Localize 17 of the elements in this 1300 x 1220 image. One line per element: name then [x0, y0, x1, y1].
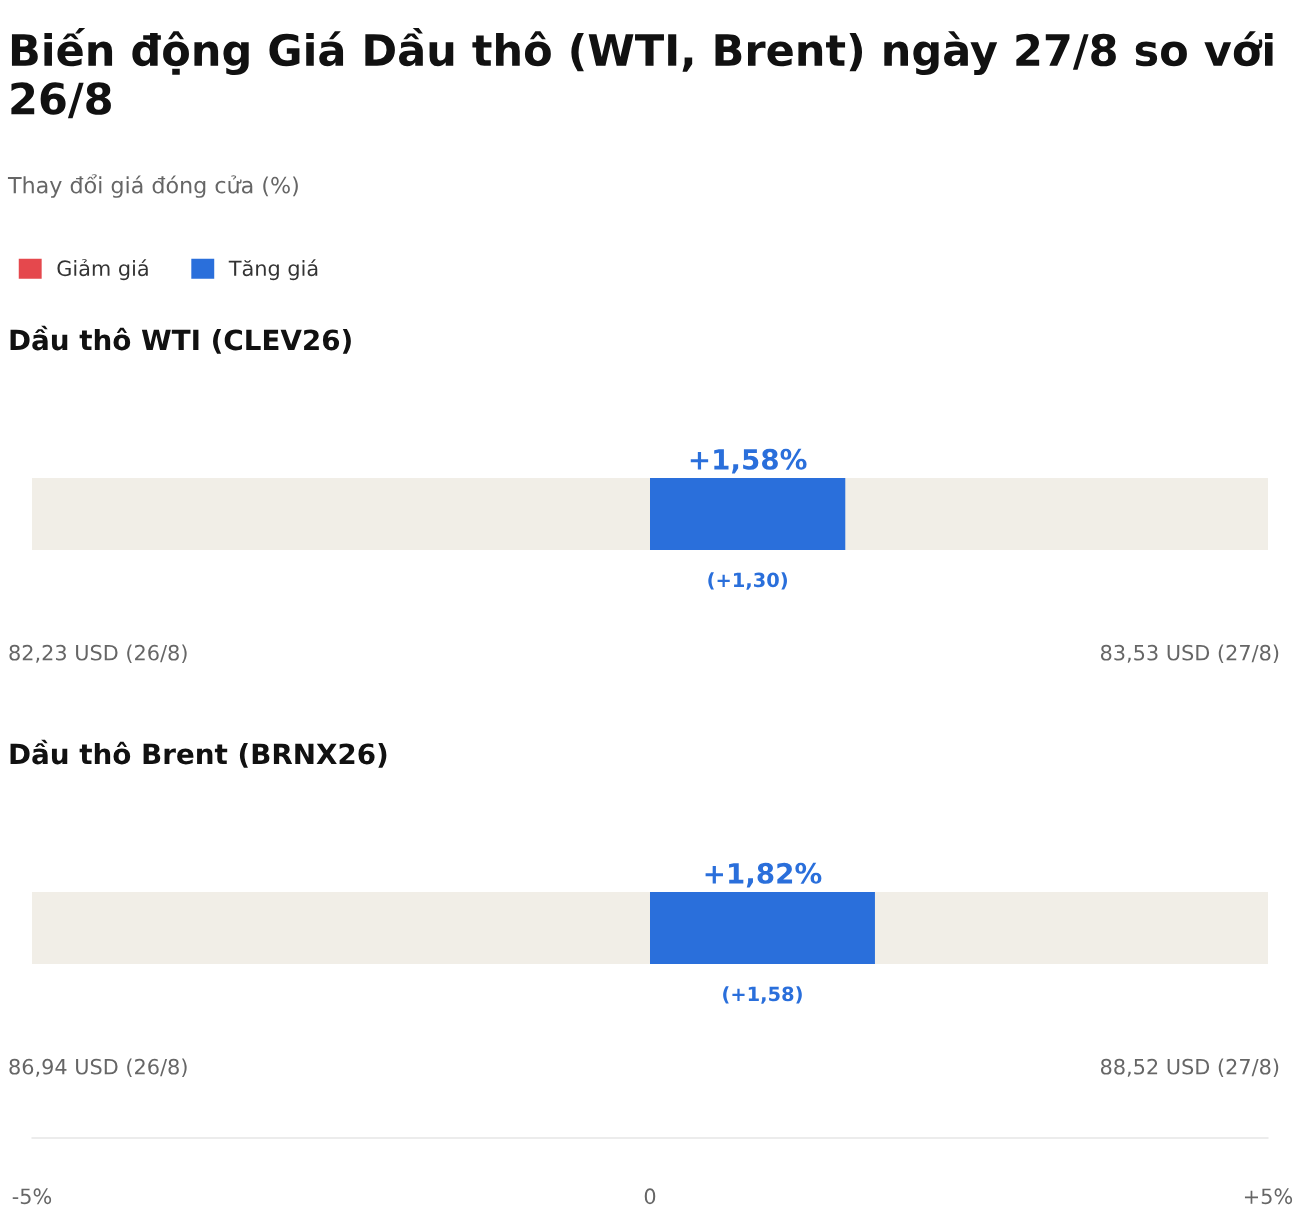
annotation: 82,23 USD (26/8)	[9, 644, 187, 664]
text: 86,94 USD (26/8)	[9, 1058, 187, 1078]
text: 88,52 USD (27/8)	[1100, 1058, 1279, 1078]
x-tick-label: -5%	[12, 1188, 52, 1205]
legend-label: Giảm giá	[57, 258, 148, 281]
y-tick-label: Dầu thô Brent (BRNX26)	[10, 739, 387, 768]
x-tick-label: 0	[644, 1188, 656, 1205]
data-label: +1,58%	[690, 448, 807, 474]
y-tick-label: Dầu thô WTI (CLEV26)	[10, 325, 351, 354]
chart-title: Biến động Giá Dầu thô (WTI, Brent) ngày 27/8 so với 26/8	[11, 28, 1273, 119]
annotation: 83,53 USD (27/8)	[1100, 644, 1279, 664]
x-tick-label: +5%	[1244, 1188, 1293, 1205]
legend-label: Tăng giá	[228, 259, 318, 281]
text: (+1,58)	[723, 986, 802, 1004]
text: Thay đổi giá đóng cửa (%)	[7, 174, 298, 198]
data-label: +1,82%	[705, 862, 822, 888]
annotation: (+1,30)	[708, 572, 787, 590]
